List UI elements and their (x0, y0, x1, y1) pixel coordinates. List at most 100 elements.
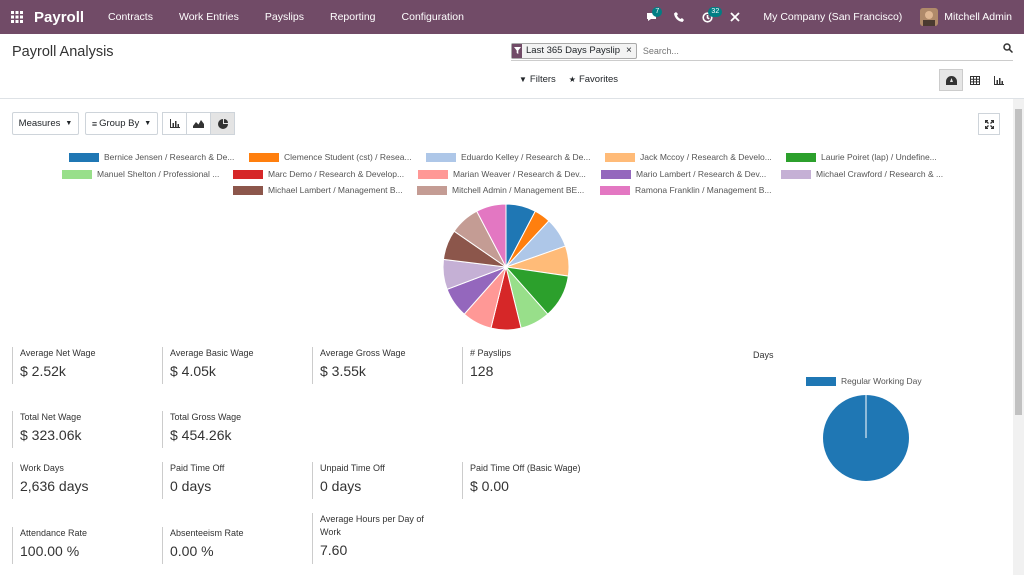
group-by-dropdown[interactable]: ≡ Group By ▼ (85, 112, 158, 135)
kpi-label: Average Hours per Day of Work (320, 514, 424, 537)
star-icon: ★ (568, 75, 576, 84)
activities-icon[interactable]: 32 (693, 0, 723, 34)
kpi-average-basic-wage[interactable]: Average Basic Wage $ 4.05k (162, 347, 254, 384)
kpi-work-days[interactable]: Work Days 2,636 days (12, 462, 89, 499)
legend-item[interactable]: Manuel Shelton / Professional ... (62, 169, 233, 179)
legend-item[interactable]: Mitchell Admin / Management BE... (417, 185, 600, 195)
scrollbar-thumb[interactable] (1015, 109, 1022, 415)
kpi-value: 0 days (170, 478, 212, 494)
kpi-value: 0.00 % (170, 543, 214, 559)
expand-icon[interactable] (978, 113, 1000, 135)
pie-legend-row-2: Manuel Shelton / Professional ... Marc D… (62, 169, 943, 179)
legend-label: Regular Working Day (841, 376, 922, 386)
kpi-label: # Payslips (470, 348, 512, 358)
legend-item[interactable]: Ramona Franklin / Management B... (600, 185, 772, 195)
filter-icon (512, 43, 522, 58)
favorites-toggle[interactable]: ★ Favorites (569, 74, 618, 85)
filters-toggle[interactable]: ▼ Filters (519, 74, 556, 85)
line-chart-button[interactable] (186, 112, 211, 135)
menu-work-entries[interactable]: Work Entries (178, 11, 239, 23)
kpi-label: Average Gross Wage (320, 348, 406, 358)
legend-label: Laurie Poiret (lap) / Undefine... (821, 152, 937, 162)
menu-configuration[interactable]: Configuration (401, 11, 464, 23)
legend-swatch (62, 169, 92, 179)
kpi-paid-time-off-basic-wage[interactable]: Paid Time Off (Basic Wage) $ 0.00 (462, 462, 581, 499)
kpi-paid-time-off[interactable]: Paid Time Off 0 days (162, 462, 224, 499)
legend-item[interactable]: Mario Lambert / Research & Dev... (601, 169, 781, 179)
pie-slice[interactable] (476, 203, 507, 268)
view-switcher (939, 69, 1011, 91)
days-chart-title: Days (753, 350, 774, 360)
kpi-label: Total Net Wage (20, 412, 82, 422)
kpi-value: 100.00 % (20, 543, 80, 559)
legend-item[interactable]: Jack Mccoy / Research & Develo... (605, 152, 786, 162)
kpi-value: $ 323.06k (20, 427, 82, 443)
kpi-total-net-wage[interactable]: Total Net Wage $ 323.06k (12, 411, 82, 448)
graph-view-button[interactable] (987, 69, 1011, 91)
dashboard-view-button[interactable] (939, 69, 963, 91)
payroll-pie-chart[interactable] (440, 201, 572, 333)
apps-menu-icon[interactable] (0, 0, 34, 34)
chart-type-switcher (162, 112, 235, 135)
legend-swatch (418, 169, 448, 179)
kpi-absenteeism-rate[interactable]: Absenteeism Rate 0.00 % (162, 527, 244, 564)
legend-item[interactable]: Clemence Student (cst) / Resea... (249, 152, 426, 162)
legend-item[interactable]: Laurie Poiret (lap) / Undefine... (786, 152, 937, 162)
days-legend[interactable]: Regular Working Day (806, 376, 922, 386)
caret-down-icon: ▼ (144, 120, 152, 127)
legend-label: Mario Lambert / Research & Dev... (636, 169, 767, 179)
kpi-average-gross-wage[interactable]: Average Gross Wage $ 3.55k (312, 347, 406, 384)
menu-contracts[interactable]: Contracts (108, 11, 153, 23)
menu-payslips[interactable]: Payslips (264, 11, 304, 23)
legend-swatch (69, 152, 99, 162)
legend-label: Eduardo Kelley / Research & De... (461, 152, 591, 162)
measures-dropdown[interactable]: Measures ▼ (12, 112, 79, 135)
kpi-payslips-count[interactable]: # Payslips 128 (462, 347, 511, 384)
kpi-label: Paid Time Off (Basic Wage) (470, 463, 581, 473)
kpi-label: Average Basic Wage (170, 348, 254, 358)
kpi-label: Attendance Rate (20, 528, 88, 538)
user-avatar[interactable] (920, 8, 939, 26)
legend-item[interactable]: Bernice Jensen / Research & De... (69, 152, 249, 162)
debug-tools-icon[interactable] (721, 0, 749, 34)
user-menu[interactable]: Mitchell Admin (944, 11, 1012, 23)
kpi-total-gross-wage[interactable]: Total Gross Wage $ 454.26k (162, 411, 241, 448)
search-icon[interactable] (1003, 43, 1014, 56)
kpi-average-net-wage[interactable]: Average Net Wage $ 2.52k (12, 347, 96, 384)
kpi-value: 128 (470, 363, 494, 379)
kpi-value: $ 0.00 (470, 478, 509, 494)
legend-item[interactable]: Marc Demo / Research & Develop... (233, 169, 418, 179)
pie-chart-button[interactable] (210, 112, 235, 135)
legend-swatch (249, 152, 279, 162)
facet-label: Last 365 Days Payslip (526, 45, 620, 56)
kpi-attendance-rate[interactable]: Attendance Rate 100.00 % (12, 527, 87, 564)
kpi-label: Absenteeism Rate (170, 528, 244, 538)
app-name[interactable]: Payroll (34, 8, 85, 26)
facet-remove-icon[interactable]: × (626, 45, 632, 56)
legend-item[interactable]: Eduardo Kelley / Research & De... (426, 152, 605, 162)
filters-label: Filters (529, 74, 556, 85)
search-input[interactable] (642, 45, 1003, 56)
kpi-label: Total Gross Wage (170, 412, 242, 422)
kpi-average-hours-per-day[interactable]: Average Hours per Day of Work 7.60 (312, 513, 437, 564)
favorites-label: Favorites (578, 74, 619, 85)
pivot-view-button[interactable] (963, 69, 987, 91)
company-switcher[interactable]: My Company (San Francisco) (763, 11, 903, 23)
legend-item[interactable]: Michael Lambert / Management B... (233, 185, 417, 195)
messages-icon[interactable]: 7 (637, 0, 665, 34)
legend-swatch (605, 152, 635, 162)
legend-label: Mitchell Admin / Management BE... (452, 185, 585, 195)
vertical-scrollbar[interactable] (1013, 99, 1024, 575)
legend-item[interactable]: Michael Crawford / Research & ... (781, 169, 943, 179)
kpi-value: $ 454.26k (170, 427, 232, 443)
days-pie-chart[interactable] (820, 392, 912, 484)
legend-label: Marian Weaver / Research & Dev... (453, 169, 586, 179)
menu-reporting[interactable]: Reporting (329, 11, 376, 23)
kpi-label: Work Days (20, 463, 64, 473)
kpi-unpaid-time-off[interactable]: Unpaid Time Off 0 days (312, 462, 385, 499)
legend-swatch (600, 185, 630, 195)
bar-chart-button[interactable] (162, 112, 187, 135)
phone-icon[interactable] (665, 0, 693, 34)
legend-item[interactable]: Marian Weaver / Research & Dev... (418, 169, 601, 179)
messages-badge: 7 (652, 7, 663, 17)
